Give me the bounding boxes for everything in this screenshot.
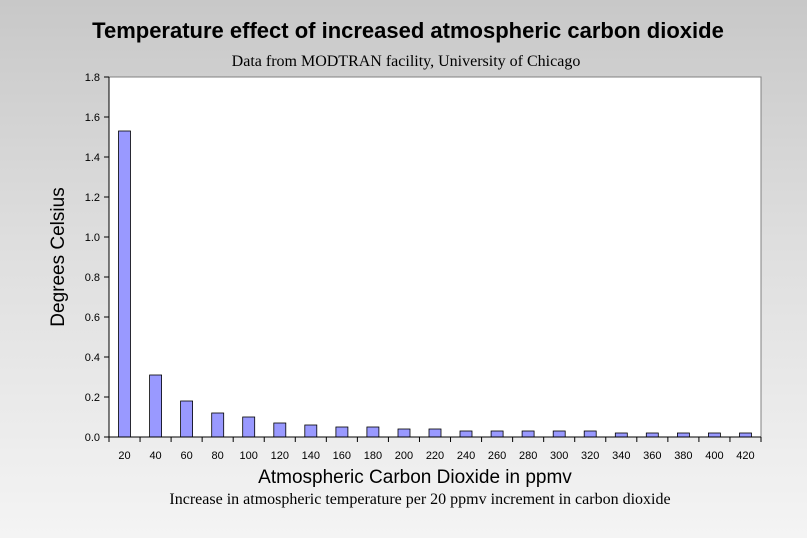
x-tick-label: 320	[581, 450, 599, 462]
x-tick-label: 100	[240, 450, 258, 462]
x-tick-label: 60	[180, 450, 192, 462]
bar-260	[490, 430, 504, 438]
y-axis-title: Degrees Celsius	[48, 187, 69, 326]
x-tick-label: 40	[149, 450, 161, 462]
bar-400	[708, 432, 721, 438]
bar-100	[242, 416, 256, 438]
chart-subtitle: Data from MODTRAN facility, University o…	[231, 53, 581, 70]
bar-20	[118, 130, 131, 438]
x-tick-label: 260	[488, 450, 506, 462]
bar-140	[304, 424, 318, 438]
y-tick-label: 1.6	[85, 112, 100, 124]
x-tick-label: 380	[674, 450, 692, 462]
bar-300	[552, 430, 566, 438]
plot-area	[108, 76, 762, 438]
y-tick-label: 1.2	[85, 192, 100, 204]
bar-220	[428, 428, 442, 438]
x-tick-label: 200	[395, 450, 413, 462]
bar-240	[459, 430, 473, 438]
x-tick-label: 140	[302, 450, 320, 462]
x-tick-label: 220	[426, 450, 444, 462]
bar-60	[180, 400, 194, 438]
bar-200	[397, 428, 411, 438]
chart-caption: Increase in atmospheric temperature per …	[169, 491, 671, 508]
chart-title: Temperature effect of increased atmosphe…	[92, 18, 724, 43]
x-tick-label: 20	[118, 450, 130, 462]
bar-340	[614, 432, 628, 438]
bar-280	[521, 430, 535, 438]
x-tick-label: 300	[550, 450, 568, 462]
x-tick-label: 360	[643, 450, 661, 462]
x-tick-label: 160	[333, 450, 351, 462]
bar-360	[645, 432, 659, 438]
bar-380	[677, 432, 690, 438]
bar-120	[273, 422, 287, 438]
bar-160	[335, 426, 349, 438]
y-tick-label: 1.8	[85, 72, 100, 84]
y-tick-label: 0.6	[85, 312, 100, 324]
y-tick-label: 0.8	[85, 272, 100, 284]
bar-40	[149, 374, 163, 438]
x-axis: 20 40 60 80 100 120 140 160 180 200 220 240 260 280 30…	[108, 436, 762, 462]
y-tick-label: 1.0	[85, 232, 100, 244]
y-tick-label: 0.4	[85, 352, 100, 364]
bar-420	[739, 432, 752, 438]
x-tick-label: 240	[457, 450, 475, 462]
bar-80	[211, 412, 225, 438]
y-axis: 0.0 0.2 0.4 0.6 0.8 1.0 1.2 1.4 1.6 1.8	[85, 72, 110, 444]
bar-320	[583, 430, 597, 438]
x-tick-label: 340	[612, 450, 630, 462]
x-tick-label: 280	[519, 450, 537, 462]
bar-180	[366, 426, 380, 438]
x-axis-title: Atmospheric Carbon Dioxide in ppmv	[258, 467, 572, 488]
x-tick-label: 120	[271, 450, 289, 462]
x-tick-label: 180	[364, 450, 382, 462]
y-tick-label: 0.2	[85, 392, 100, 404]
bars-group	[118, 130, 752, 438]
y-tick-label: 0.0	[85, 432, 100, 444]
x-tick-label: 420	[736, 450, 754, 462]
y-tick-label: 1.4	[85, 152, 100, 164]
x-tick-label: 80	[212, 450, 224, 462]
x-tick-label: 400	[705, 450, 723, 462]
